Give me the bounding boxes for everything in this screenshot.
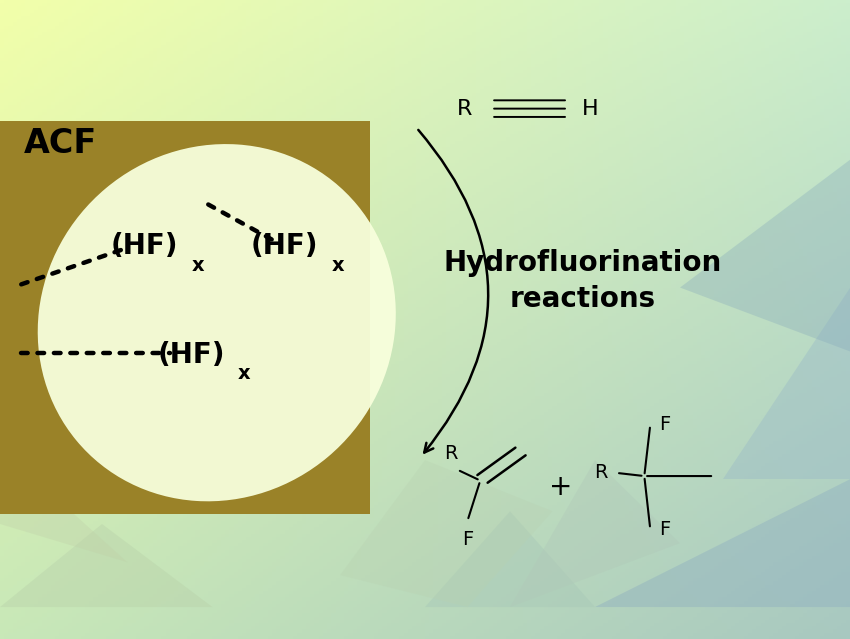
Polygon shape xyxy=(0,447,128,562)
FancyArrowPatch shape xyxy=(418,130,488,452)
Polygon shape xyxy=(680,160,850,351)
Text: Hydrofluorination
reactions: Hydrofluorination reactions xyxy=(443,249,722,313)
Text: +: + xyxy=(549,473,573,501)
Text: R: R xyxy=(594,463,608,482)
Polygon shape xyxy=(510,460,680,607)
Polygon shape xyxy=(340,460,552,607)
Bar xyxy=(0,121,370,514)
Text: R: R xyxy=(456,98,472,119)
Polygon shape xyxy=(0,524,212,607)
Text: (HF): (HF) xyxy=(157,341,224,369)
Text: (HF): (HF) xyxy=(110,232,178,260)
Text: F: F xyxy=(659,520,670,539)
Ellipse shape xyxy=(37,144,396,502)
Text: F: F xyxy=(659,415,670,435)
Text: F: F xyxy=(462,530,473,550)
Polygon shape xyxy=(722,288,850,479)
Text: x: x xyxy=(332,256,344,275)
Text: (HF): (HF) xyxy=(251,232,318,260)
Text: H: H xyxy=(582,98,599,119)
Polygon shape xyxy=(595,479,850,607)
Text: x: x xyxy=(191,256,204,275)
Text: x: x xyxy=(238,364,251,383)
Text: R: R xyxy=(444,444,457,463)
Text: ACF: ACF xyxy=(24,127,97,160)
Polygon shape xyxy=(425,511,595,607)
